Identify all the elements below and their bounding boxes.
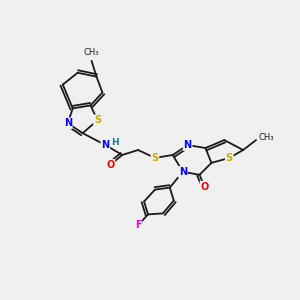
- Text: S: S: [152, 153, 158, 163]
- Text: O: O: [200, 182, 208, 192]
- Text: N: N: [64, 118, 72, 128]
- Text: N: N: [178, 167, 187, 177]
- Text: F: F: [135, 220, 141, 230]
- Text: N: N: [101, 140, 110, 150]
- Text: O: O: [106, 160, 115, 170]
- Text: H: H: [111, 138, 119, 147]
- Text: CH₃: CH₃: [259, 133, 274, 142]
- Text: S: S: [226, 153, 233, 163]
- Text: S: S: [94, 115, 101, 125]
- Text: N: N: [184, 140, 192, 150]
- Text: CH₃: CH₃: [84, 48, 99, 57]
